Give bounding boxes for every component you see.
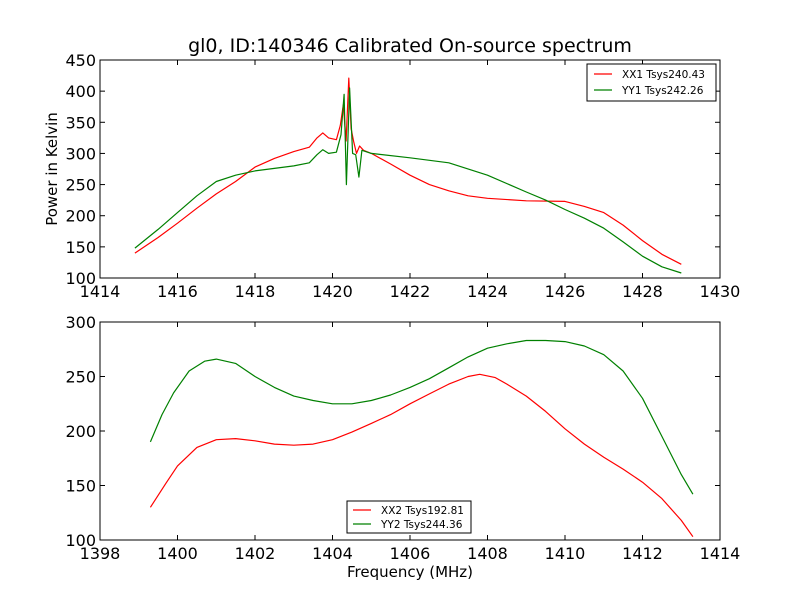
bottom-legend-label-yy2: YY2 Tsys244.36 — [380, 519, 463, 531]
bottom-x-tick-label: 1410 — [545, 544, 586, 563]
top-y-tick-label: 400 — [65, 82, 96, 101]
top-y-tick-label: 250 — [65, 176, 96, 195]
bottom-y-tick-label: 150 — [65, 477, 96, 496]
top-plot: Power in Kelvin 1414 1416 1418 1420 1422 1424… — [43, 51, 740, 301]
chart-title: gl0, ID:140346 Calibrated On-source spec… — [188, 35, 632, 57]
top-x-tick-label: 1422 — [390, 282, 431, 301]
bottom-x-tick-label: 1400 — [157, 544, 198, 563]
top-series-line-yy1 — [134, 87, 682, 274]
top-y-tick-label: 350 — [65, 113, 96, 132]
top-x-tick-label: 1420 — [312, 282, 353, 301]
bottom-series-line-yy2 — [149, 339, 694, 495]
top-x-tick-label: 1424 — [467, 282, 508, 301]
top-y-tick-label: 100 — [65, 269, 96, 288]
bottom-y-tick-label: 200 — [65, 422, 96, 441]
bottom-x-tick-label: 1406 — [390, 544, 431, 563]
top-series-line-xx1 — [134, 77, 682, 265]
top-x-tick-label: 1428 — [622, 282, 663, 301]
bottom-legend-box — [346, 500, 472, 534]
bottom-y-tick-label: 250 — [65, 368, 96, 387]
top-legend: XX1 Tsys240.43 YY1 Tsys242.26 — [586, 63, 717, 102]
bottom-plot: 1398 1400 1402 1404 1406 1408 1410 1412 1414 100 1… — [65, 313, 740, 581]
bottom-x-tick-label: 1404 — [312, 544, 353, 563]
top-x-tick-label: 1414 — [80, 282, 121, 301]
bottom-x-tick-label: 1398 — [80, 544, 121, 563]
bottom-legend: XX2 Tsys192.81 YY2 Tsys244.36 — [346, 500, 472, 534]
top-x-tick-label: 1430 — [700, 282, 741, 301]
top-legend-label-xx1: XX1 Tsys240.43 — [622, 69, 705, 81]
bottom-y-tick-label: 300 — [65, 313, 96, 332]
bottom-plot-lines — [149, 339, 694, 538]
top-y-tick-label: 200 — [65, 207, 96, 226]
top-x-tick-label: 1416 — [157, 282, 198, 301]
bottom-plot-ticks: 1398 1400 1402 1404 1406 1408 1410 1412 1414 100 1… — [65, 313, 740, 563]
top-y-tick-label: 300 — [65, 144, 96, 163]
bottom-legend-label-xx2: XX2 Tsys192.81 — [381, 505, 464, 517]
top-legend-box — [586, 63, 717, 102]
top-x-tick-label: 1426 — [545, 282, 586, 301]
top-y-tick-label: 150 — [65, 238, 96, 257]
top-legend-label-yy1: YY1 Tsys242.26 — [621, 85, 704, 97]
bottom-series-line-xx2 — [149, 373, 694, 538]
top-plot-frame — [99, 59, 721, 279]
top-x-tick-label: 1418 — [235, 282, 276, 301]
bottom-plot-frame — [99, 321, 721, 541]
top-plot-ticks: 1414 1416 1418 1420 1422 1424 1426 1428 1430 100 1… — [65, 51, 740, 301]
bottom-x-tick-label: 1414 — [700, 544, 741, 563]
top-plot-lines — [134, 77, 682, 274]
bottom-x-tick-label: 1408 — [467, 544, 508, 563]
top-y-axis-label: Power in Kelvin — [43, 112, 61, 226]
bottom-x-axis-label: Frequency (MHz) — [347, 563, 473, 581]
bottom-x-tick-label: 1402 — [235, 544, 276, 563]
bottom-x-tick-label: 1412 — [622, 544, 663, 563]
bottom-y-tick-label: 100 — [65, 531, 96, 550]
top-y-tick-label: 450 — [65, 51, 96, 70]
